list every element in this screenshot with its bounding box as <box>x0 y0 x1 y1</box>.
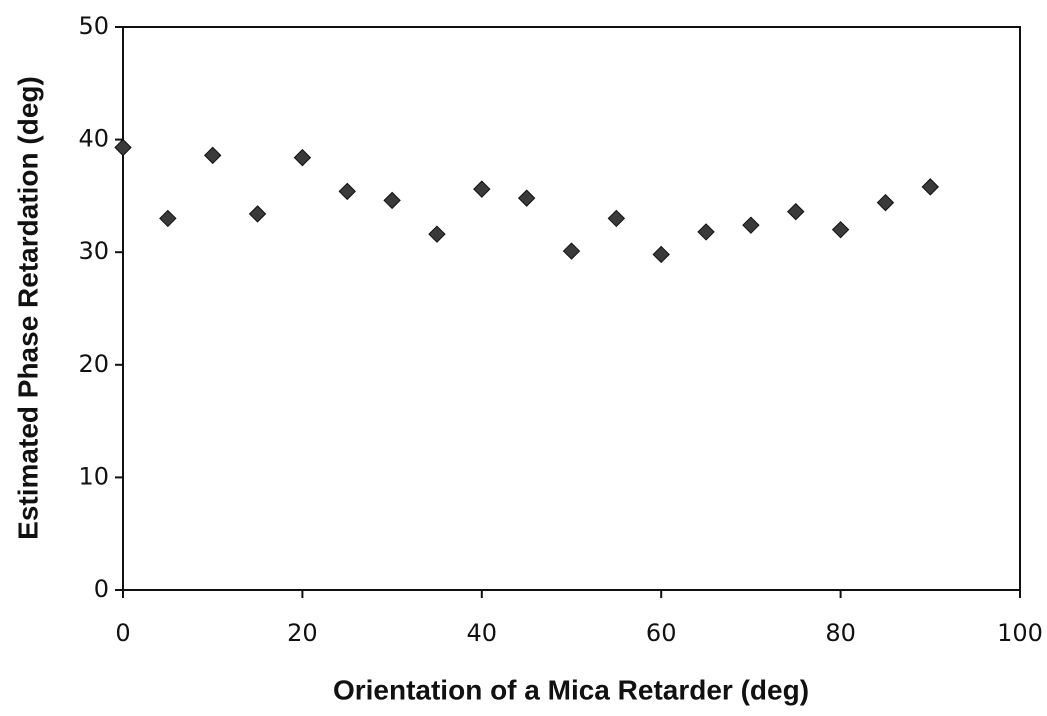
y-tick-label: 10 <box>78 462 109 490</box>
x-tick-label: 0 <box>115 619 130 647</box>
point <box>293 148 312 167</box>
point <box>562 242 581 260</box>
point <box>787 202 805 221</box>
y-tick-label: 30 <box>78 237 109 265</box>
x-axis-label: Orientation of a Mica Retarder (deg) <box>333 674 809 705</box>
point <box>203 146 222 165</box>
point <box>248 205 267 223</box>
point <box>428 225 446 243</box>
point <box>652 245 670 264</box>
y-tick-label: 20 <box>78 350 109 378</box>
x-tick-label: 80 <box>825 619 856 647</box>
point <box>607 209 626 228</box>
point <box>159 209 177 228</box>
plot-frame <box>122 26 1021 591</box>
y-tick-label: 40 <box>78 125 109 153</box>
point <box>473 180 491 198</box>
point <box>517 189 536 207</box>
point <box>697 223 715 241</box>
x-tick-label: 40 <box>467 619 498 647</box>
y-axis-label: Estimated Phase Retardation (deg) <box>12 76 43 540</box>
point <box>921 178 940 196</box>
point <box>383 191 401 210</box>
y-tick-label: 50 <box>78 12 109 40</box>
point <box>338 182 356 201</box>
point <box>831 220 850 239</box>
point <box>114 138 132 157</box>
x-tick-label: 100 <box>997 619 1043 647</box>
point <box>742 216 760 234</box>
point <box>876 193 895 212</box>
y-tick-label: 0 <box>94 575 109 603</box>
x-tick-label: 20 <box>287 619 318 647</box>
x-tick-label: 60 <box>646 619 677 647</box>
